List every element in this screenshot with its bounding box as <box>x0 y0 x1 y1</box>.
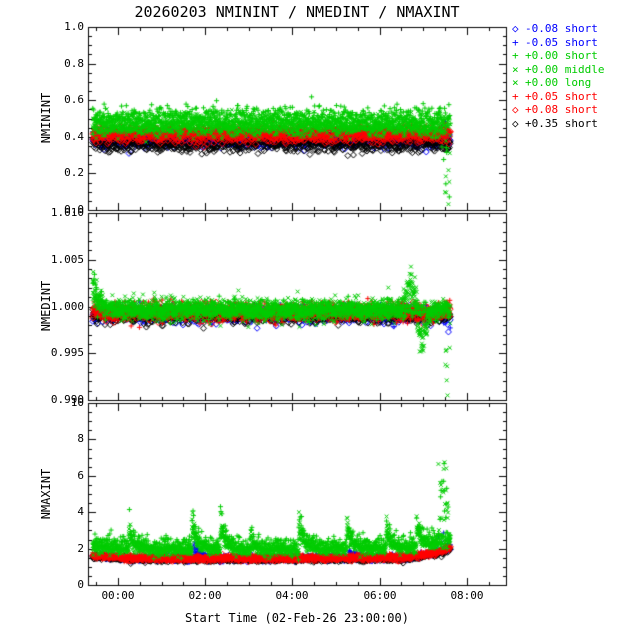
legend-entry: ◇ -0.08 short <box>512 22 604 36</box>
y-tick-label: 0.0 <box>64 203 84 216</box>
legend-entry: + -0.05 short <box>512 36 604 50</box>
y-tick-label: 1.000 <box>50 300 84 313</box>
legend-entry: + +0.00 short <box>512 49 604 63</box>
x-tick-label: 02:00 <box>188 589 222 602</box>
y-tick-label: 0 <box>77 578 84 591</box>
legend-label: +0.08 short <box>525 103 598 116</box>
plus-icon: + <box>512 89 519 103</box>
y-tick-label: 0.6 <box>64 93 84 106</box>
x-icon: × <box>512 62 519 76</box>
x-axis-title: Start Time (02-Feb-26 23:00:00) <box>185 611 409 625</box>
y-tick-label: 0.2 <box>64 166 84 179</box>
x-tick-label: 04:00 <box>275 589 309 602</box>
legend-entry: × +0.00 middle <box>512 63 604 77</box>
x-tick-label: 06:00 <box>363 589 397 602</box>
y-tick-label: 0.8 <box>64 57 84 70</box>
y-tick-label: 0.4 <box>64 130 84 143</box>
diamond-icon: ◇ <box>512 103 519 116</box>
legend-label: +0.00 short <box>525 49 598 62</box>
y-tick-label: 0.990 <box>50 393 84 406</box>
legend-label: -0.05 short <box>525 35 598 49</box>
x-icon: × <box>512 76 519 89</box>
y-tick-label: 6 <box>77 469 84 482</box>
legend-entry: + +0.05 short <box>512 90 604 104</box>
plus-icon: + <box>512 49 519 62</box>
x-tick-label: 00:00 <box>101 589 135 602</box>
y-tick-label: 1.0 <box>64 20 84 33</box>
plus-icon: + <box>512 35 519 49</box>
y-tick-label: 1.005 <box>50 253 84 266</box>
y-tick-label: 8 <box>77 432 84 445</box>
legend: ◇ -0.08 short + -0.05 short + +0.00 short × +0.… <box>512 22 604 130</box>
legend-entry: × +0.00 long <box>512 76 604 90</box>
y-tick-label: 10 <box>70 396 84 409</box>
plot-title: 20260203 NMININT / NMEDINT / NMAXINT <box>134 3 460 21</box>
legend-label: +0.35 short <box>525 116 598 130</box>
legend-label: +0.00 middle <box>525 62 605 76</box>
legend-label: +0.00 long <box>525 76 592 89</box>
y-tick-label: 1.010 <box>50 206 84 219</box>
legend-label: +0.05 short <box>525 89 598 103</box>
y-tick-label: 4 <box>77 505 84 518</box>
diamond-icon: ◇ <box>512 22 519 35</box>
diamond-icon: ◇ <box>512 116 519 130</box>
y-tick-label: 2 <box>77 542 84 555</box>
y-tick-label: 0.995 <box>50 346 84 359</box>
legend-entry: ◇ +0.35 short <box>512 117 604 131</box>
legend-label: -0.08 short <box>525 22 598 35</box>
x-tick-label: 08:00 <box>450 589 484 602</box>
legend-entry: ◇ +0.08 short <box>512 103 604 117</box>
